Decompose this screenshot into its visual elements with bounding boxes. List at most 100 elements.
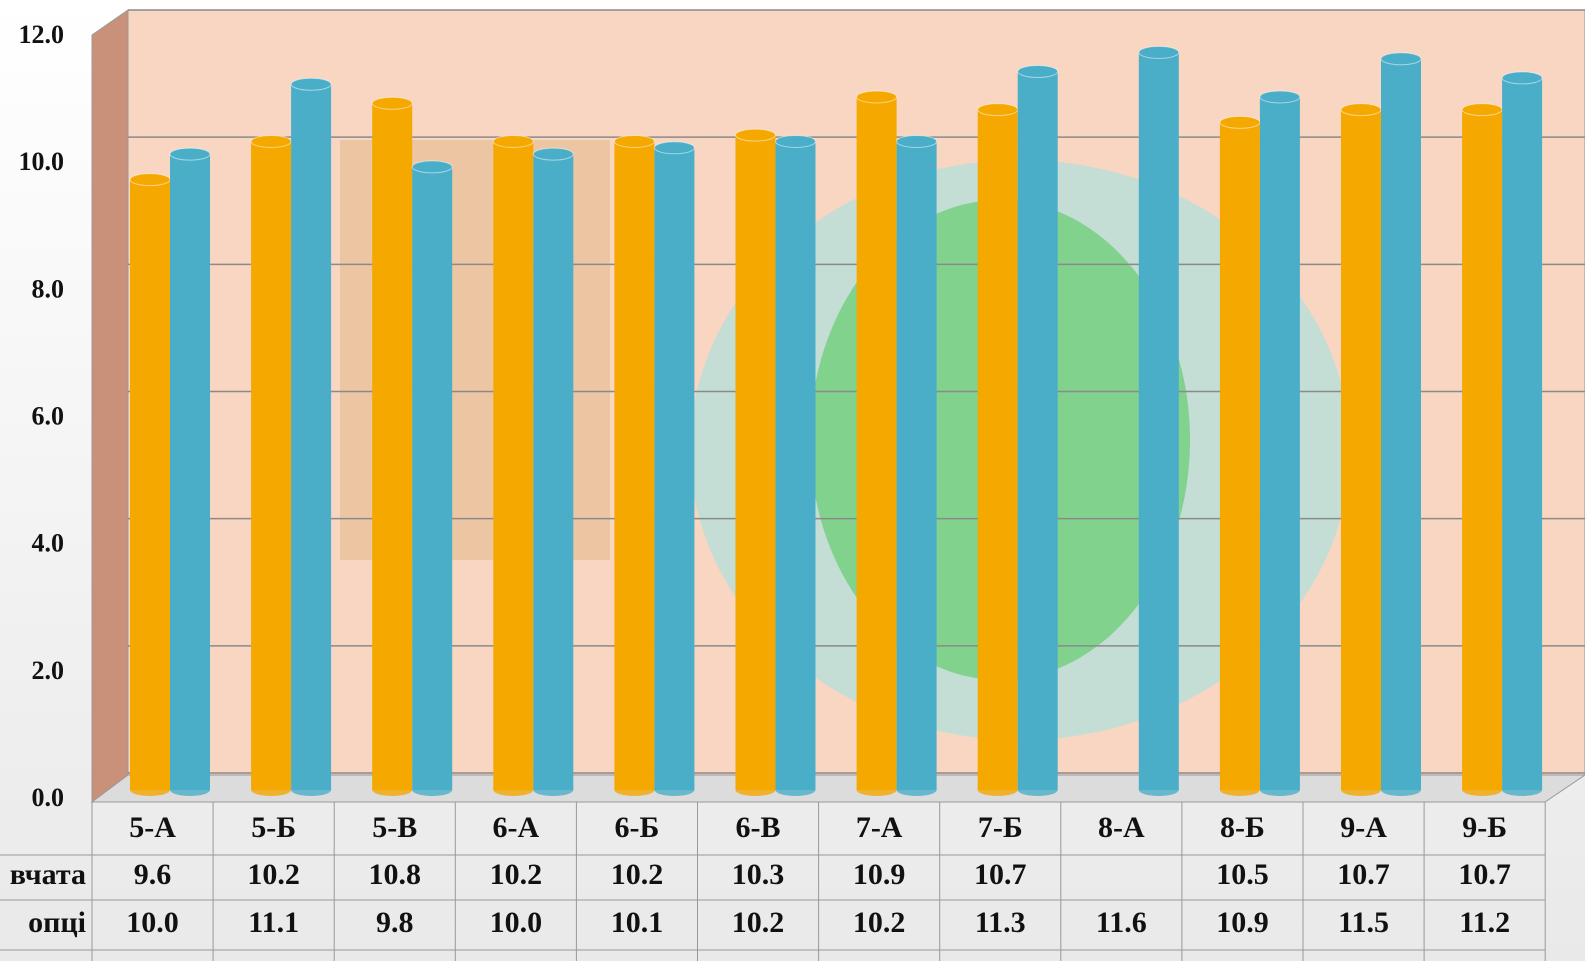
bar-cap: [492, 134, 534, 148]
bar-base: [412, 784, 453, 796]
table-value: 11.6: [1096, 906, 1147, 939]
x-tick-label: 6-Б: [615, 811, 660, 844]
table-value: 10.7: [1337, 858, 1390, 891]
bar-base: [1219, 784, 1260, 796]
side-wall: [91, 9, 129, 803]
table-value: 10.3: [732, 858, 785, 891]
y-tick-label: 12.0: [19, 20, 65, 49]
bar-base: [493, 784, 534, 796]
bar-cap: [371, 96, 413, 110]
bar: [170, 154, 210, 790]
bar-cap: [977, 103, 1019, 117]
bar-cap: [856, 90, 898, 104]
bar: [1138, 52, 1179, 790]
bar-cap: [169, 147, 211, 161]
bar: [1381, 58, 1421, 790]
bar-cap: [1138, 45, 1180, 59]
bar: [654, 147, 695, 790]
table-value: 11.2: [1459, 906, 1510, 939]
bar-base: [1138, 784, 1179, 796]
bar-cap: [613, 134, 655, 148]
bar: [412, 166, 453, 791]
x-tick-label: 9-Б: [1462, 811, 1507, 844]
bar: [291, 84, 332, 791]
x-tick-label: 5-А: [129, 811, 176, 844]
x-tick-label: 6-А: [493, 811, 540, 844]
bar-base: [1017, 784, 1058, 796]
table-value: 10.8: [369, 858, 422, 891]
bar-cap: [1380, 52, 1422, 66]
bar-cap: [411, 160, 453, 174]
y-tick-label: 2.0: [32, 656, 65, 685]
bar-base: [1462, 784, 1503, 796]
x-tick-label: 8-Б: [1220, 811, 1265, 844]
bar-base: [654, 784, 695, 796]
x-tick-label: 8-А: [1098, 811, 1145, 844]
table-value: 10.5: [1216, 858, 1269, 891]
bar-cap: [1259, 90, 1301, 104]
bar: [735, 135, 776, 790]
bar-base: [251, 784, 292, 796]
table-value: 9.6: [134, 858, 172, 891]
y-tick-label: 8.0: [32, 274, 65, 303]
y-tick-label: 10.0: [19, 147, 65, 176]
table-value: 10.0: [126, 906, 179, 939]
bar-cap: [1461, 103, 1503, 117]
bar-cap: [532, 147, 574, 161]
x-tick-label: 7-А: [856, 811, 903, 844]
bar-base: [1259, 784, 1300, 796]
bar: [896, 141, 937, 790]
bar-base: [291, 784, 332, 796]
table-value: 10.7: [974, 858, 1027, 891]
bar-base: [533, 784, 574, 796]
bar: [1502, 77, 1543, 790]
bar-base: [1341, 784, 1381, 796]
table-value: 10.2: [853, 906, 906, 939]
bar: [130, 179, 170, 791]
bar-base: [775, 784, 816, 796]
bar: [493, 141, 534, 790]
y-tick-label: 0.0: [32, 783, 65, 812]
bar: [1259, 96, 1300, 791]
bar: [1341, 109, 1381, 791]
bar-cap: [129, 173, 171, 187]
bar-cap: [1219, 115, 1261, 129]
bar-base: [1381, 784, 1421, 796]
bar-cap: [1340, 103, 1382, 117]
x-tick-label: 5-В: [372, 811, 417, 844]
bar-base: [130, 784, 170, 796]
table-value: 10.2: [732, 906, 785, 939]
bar: [775, 141, 816, 790]
bar-cap: [1017, 65, 1059, 79]
bar-base: [614, 784, 655, 796]
bar-base: [896, 784, 937, 796]
legend-label: вчата: [10, 858, 86, 891]
table-value: 9.8: [376, 906, 414, 939]
bar: [977, 109, 1018, 791]
x-tick-label: 5-Б: [251, 811, 296, 844]
y-tick-label: 6.0: [32, 401, 65, 430]
bar-cap: [653, 141, 695, 155]
bar-cap: [735, 128, 776, 142]
bar: [372, 103, 413, 791]
bar-base: [856, 784, 897, 796]
bar-base: [735, 784, 776, 796]
bar: [533, 154, 574, 790]
bar-base: [1502, 784, 1543, 796]
bar-cap: [250, 134, 292, 148]
bar-cap: [775, 134, 816, 148]
bar-base: [372, 784, 413, 796]
bar-base: [977, 784, 1018, 796]
table-value: 10.2: [247, 858, 300, 891]
bar: [856, 96, 897, 791]
table-value: 11.5: [1338, 906, 1389, 939]
bar: [251, 141, 292, 790]
table-value: 10.0: [490, 906, 543, 939]
bar-base: [170, 784, 210, 796]
bar: [1462, 109, 1503, 791]
table-value: 10.9: [1216, 906, 1269, 939]
table-value: 11.3: [975, 906, 1026, 939]
table-value: 11.1: [248, 906, 299, 939]
